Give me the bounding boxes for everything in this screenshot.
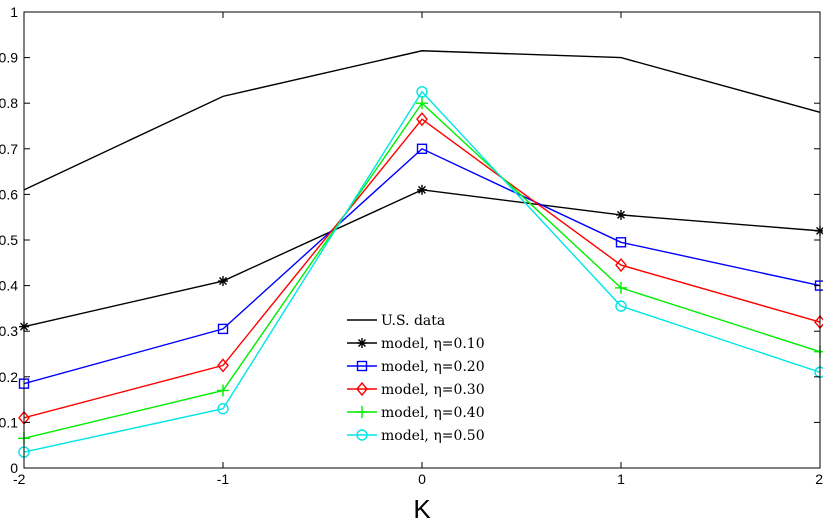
data-point	[217, 384, 229, 397]
legend-entry: model, η=0.40	[347, 405, 485, 421]
axes-frame	[23, 11, 821, 469]
data-point	[217, 358, 229, 373]
series-5	[18, 86, 823, 458]
y-tick-label: 0.5	[0, 232, 18, 248]
y-tick-label: 0.8	[0, 95, 18, 111]
legend-entry: U.S. data	[347, 313, 445, 329]
y-tick-label: 0.1	[0, 414, 18, 430]
data-point	[417, 184, 427, 195]
series-layer	[18, 50, 823, 458]
legend-label: model, η=0.20	[381, 359, 485, 375]
series-1	[19, 184, 823, 332]
data-point	[416, 97, 428, 110]
data-point	[416, 86, 428, 98]
y-tick-label: 0.4	[0, 278, 18, 294]
legend-marker	[356, 406, 368, 418]
y-tick-label: 0.7	[0, 141, 18, 157]
data-point	[416, 143, 428, 155]
data-point	[815, 225, 823, 236]
series-line	[23, 118, 821, 419]
x-axis-label: K	[413, 494, 431, 524]
x-tick-label: 0	[418, 471, 426, 487]
legend-label: model, η=0.10	[381, 336, 485, 352]
y-tick-label: 0.9	[0, 50, 18, 66]
y-tick-label: 0.6	[0, 186, 18, 202]
data-point	[616, 209, 626, 220]
legend: U.S. data model, η=0.10 model, η=0.20 model…	[347, 313, 485, 444]
legend-label: model, η=0.30	[381, 382, 485, 398]
series-line	[23, 189, 821, 328]
series-line	[23, 50, 821, 191]
x-tick-label: -1	[217, 471, 230, 487]
legend-label: model, η=0.40	[381, 405, 485, 421]
data-point	[814, 345, 823, 358]
y-tick-label: 0	[10, 460, 18, 476]
series-line	[23, 90, 821, 453]
series-3	[18, 112, 823, 425]
legend-marker	[356, 360, 368, 372]
series-line	[23, 147, 821, 385]
legend-entry: model, η=0.50	[347, 428, 485, 444]
series-0	[23, 50, 821, 191]
data-point	[416, 112, 428, 127]
x-tick-label: 1	[617, 471, 625, 487]
legend-marker	[356, 381, 368, 397]
y-tick-label: 0.3	[0, 323, 18, 339]
legend-marker	[356, 429, 368, 441]
legend-entry: model, η=0.20	[347, 359, 485, 375]
data-point	[615, 257, 627, 273]
ticks-layer: 0 0.1 0.2 0.3 0.4 0.5 0.6 0.7 0.8 0.9 1 -2 -1 0 1 2	[0, 4, 823, 487]
x-tick-label: 2	[815, 471, 823, 487]
data-point	[217, 403, 229, 415]
y-tick-label: 1	[10, 4, 18, 20]
legend-entry: model, η=0.30	[347, 381, 485, 398]
legend-label: model, η=0.50	[381, 428, 485, 444]
legend-marker	[357, 338, 367, 348]
data-point	[615, 281, 627, 294]
x-tick-label: -2	[13, 471, 26, 487]
data-point	[615, 237, 627, 248]
data-point	[217, 323, 229, 335]
legend-label: U.S. data	[381, 313, 445, 329]
y-tick-label: 0.2	[0, 369, 18, 385]
legend-entry: model, η=0.10	[347, 336, 485, 352]
data-point	[218, 276, 228, 287]
data-point	[615, 300, 627, 312]
